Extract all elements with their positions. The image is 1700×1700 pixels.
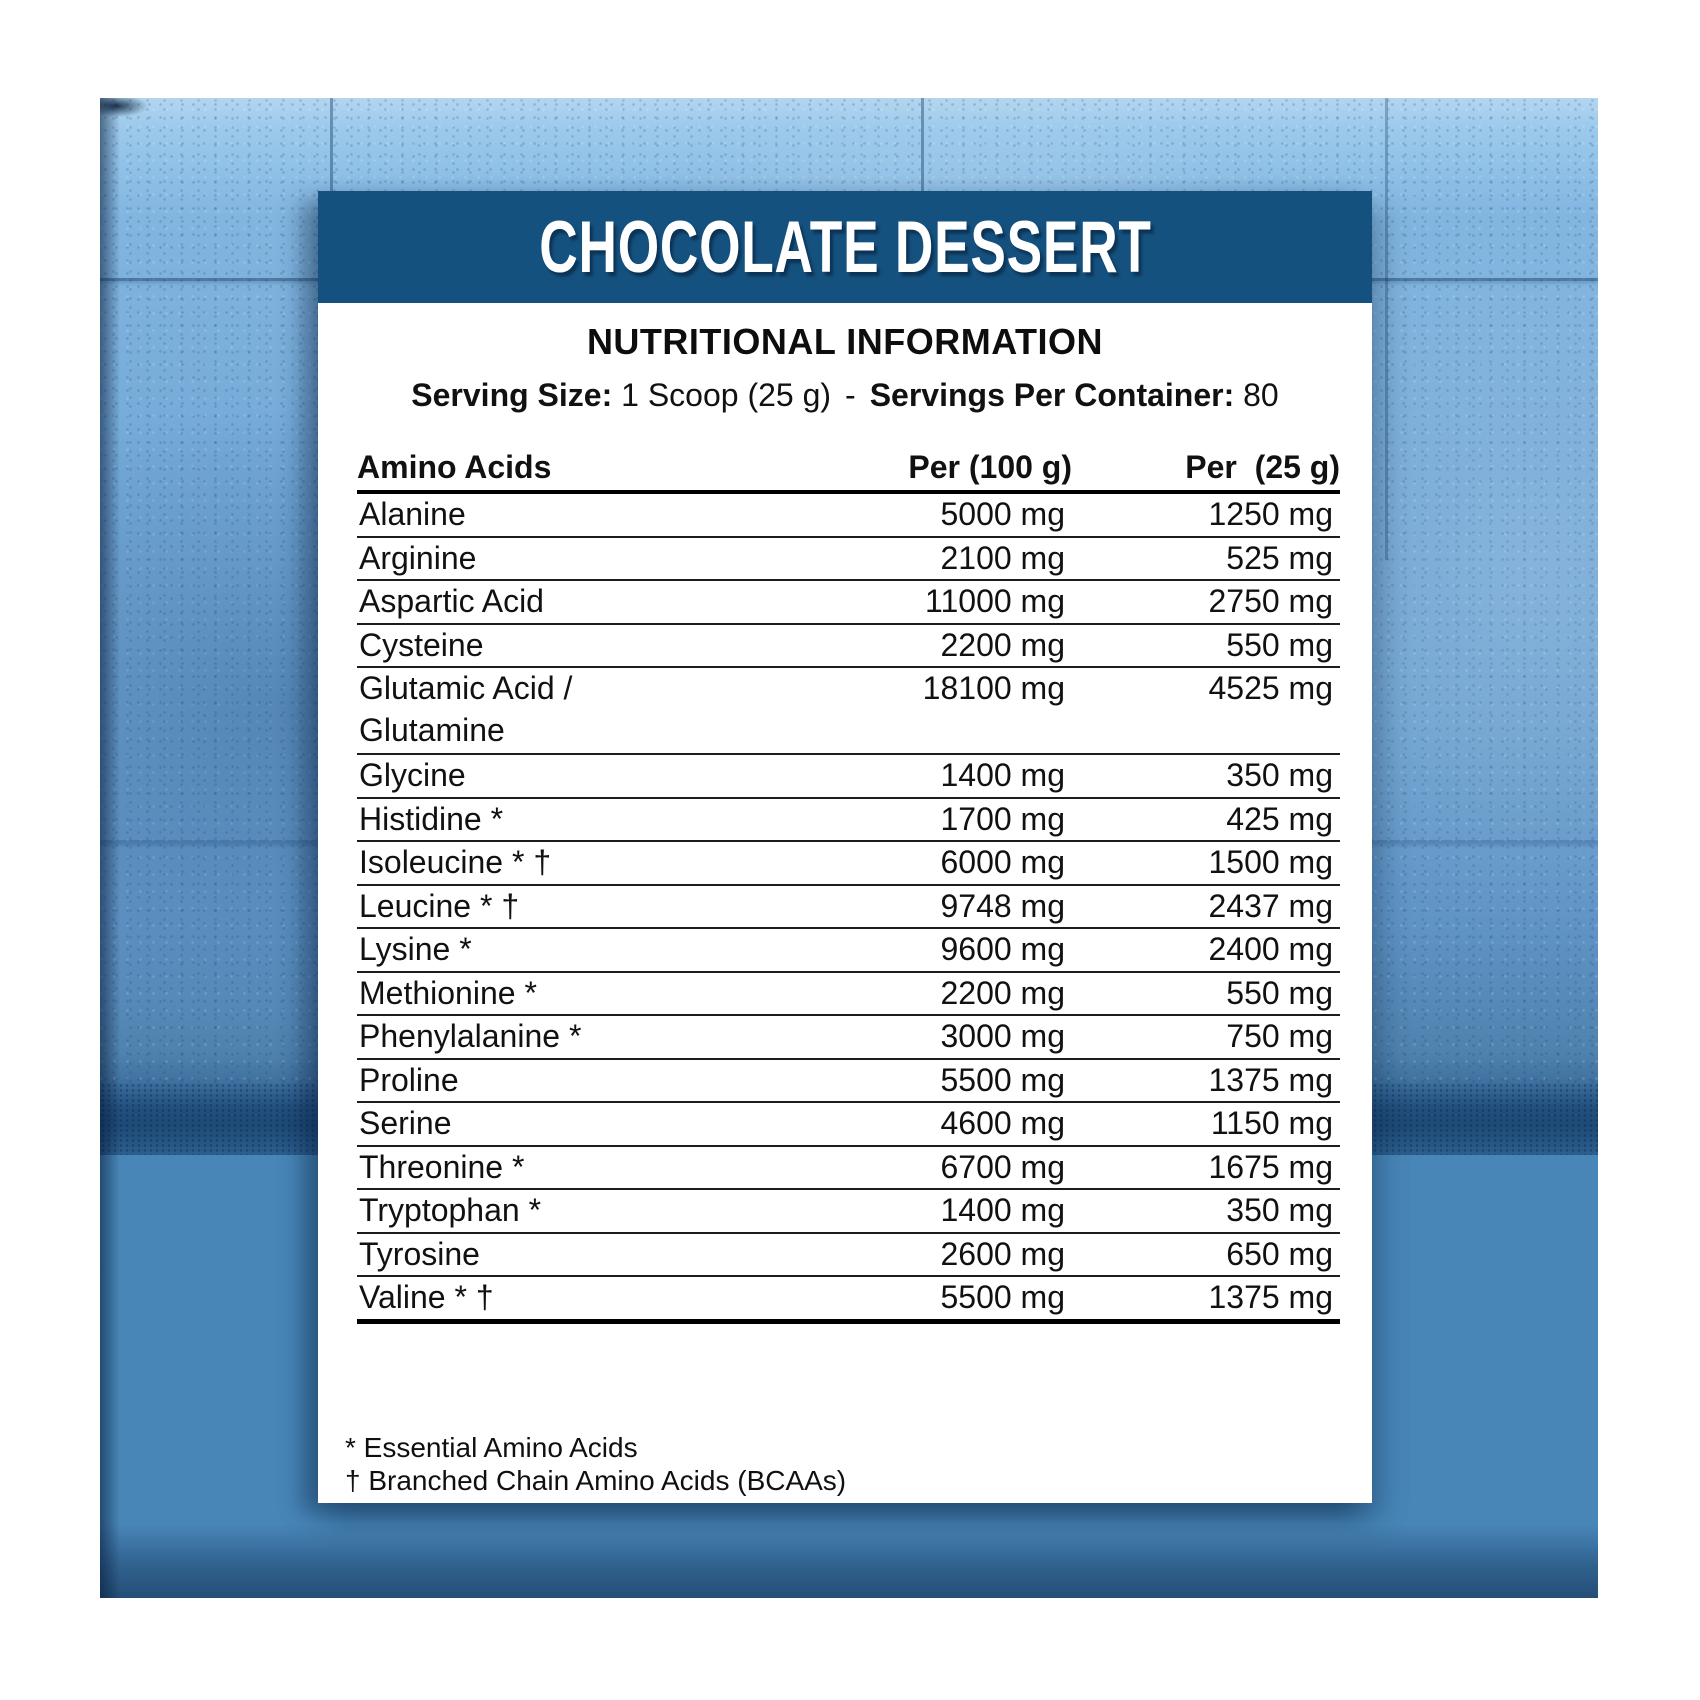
amino-acid-name: Leucine * † [359,887,520,924]
serving-size-value: 1 Scoop (25 g) [612,377,832,413]
table-row: Cysteine 2200 mg 550 mg [357,625,1340,668]
per-25g-value: 1375 mg [1208,1061,1333,1098]
per-25g-value: 1375 mg [1208,1279,1333,1316]
per-100g-value: 5500 mg [940,1279,1065,1316]
per-100g-value: 2200 mg [940,626,1065,663]
amino-acid-name: Proline [359,1061,459,1098]
amino-acid-name: Glycine [359,757,466,794]
per-100g-value: 4600 mg [940,1105,1065,1142]
column-header-per-25g: Per (25 g) [1185,449,1340,485]
amino-acid-name: Lysine * [359,931,472,968]
amino-acid-name: Valine * † [359,1279,494,1316]
per-25g-value: 525 mg [1226,539,1333,576]
wall-mortar-line [1385,98,1388,560]
per-25g-value: 350 mg [1226,1192,1333,1229]
table-row: Glutamic Acid / Glutamine 18100 mg 4525 m… [357,668,1340,755]
footnotes: * Essential Amino Acids † Branched Chain… [345,1431,846,1497]
amino-acid-name: Isoleucine * † [359,844,552,881]
table-row: Tryptophan * 1400 mg 350 mg [357,1190,1340,1234]
per-100g-value: 5000 mg [940,496,1065,533]
per-25g-value: 1150 mg [1210,1105,1333,1142]
table-row: Valine * † 5500 mg 1375 mg [357,1277,1340,1324]
per-25g-value: 425 mg [1226,800,1333,837]
per-25g-value: 1500 mg [1208,844,1333,881]
servings-per-container-value: 80 [1234,377,1279,413]
table-row: Aspartic Acid 11000 mg 2750 mg [357,581,1340,625]
per-100g-value: 6700 mg [940,1148,1065,1185]
servings-per-container-label: Servings Per Container: [869,377,1235,413]
column-header-amino-acids: Amino Acids [357,449,552,485]
table-row: Methionine * 2200 mg 550 mg [357,973,1340,1016]
section-title: NUTRITIONAL INFORMATION [586,321,1104,362]
amino-acid-name: Phenylalanine * [359,1018,582,1055]
per-100g-value: 2200 mg [940,974,1065,1011]
table-row: Glycine 1400 mg 350 mg [357,755,1340,799]
amino-acid-name: Tryptophan * [359,1192,542,1229]
per-25g-value: 650 mg [1226,1235,1333,1272]
amino-acid-name: Aspartic Acid [359,583,544,620]
amino-acid-name: Glutamic Acid / Glutamine [359,670,573,748]
separator-dash: - [845,377,856,413]
per-100g-value: 2600 mg [940,1235,1065,1272]
photo-edge-shadow [100,98,120,1598]
amino-acid-name: Arginine [359,539,477,576]
footnote-essential: * Essential Amino Acids [345,1432,638,1463]
per-25g-value: 2400 mg [1208,931,1333,968]
per-100g-value: 6000 mg [940,844,1065,881]
table-row: Tyrosine 2600 mg 650 mg [357,1234,1340,1277]
per-25g-value: 550 mg [1226,974,1333,1011]
table-body: Alanine 5000 mg 1250 mg Arginine 2100 mg… [357,494,1340,1324]
amino-acid-name: Cysteine [359,626,484,663]
table-row: Leucine * † 9748 mg 2437 mg [357,886,1340,929]
table-row: Lysine * 9600 mg 2400 mg [357,929,1340,973]
nutrition-label-card: CHOCOLATE DESSERT NUTRITIONAL INFORMATIO… [318,191,1372,1503]
per-25g-value: 750 mg [1226,1018,1333,1055]
flavor-title: CHOCOLATE DESSERT [538,206,1152,288]
per-100g-value: 9600 mg [940,931,1065,968]
per-25g-value: 550 mg [1226,626,1333,663]
per-100g-value: 9748 mg [940,887,1065,924]
per-100g-value: 5500 mg [940,1061,1065,1098]
table-row: Isoleucine * † 6000 mg 1500 mg [357,842,1340,886]
per-25g-value: 1675 mg [1208,1148,1333,1185]
per-100g-value: 1700 mg [940,800,1065,837]
floor-shadow [100,1524,1598,1598]
table-row: Histidine * 1700 mg 425 mg [357,799,1340,842]
per-100g-value: 11000 mg [925,583,1065,620]
table-row: Alanine 5000 mg 1250 mg [357,494,1340,538]
table-row: Serine 4600 mg 1150 mg [357,1103,1340,1147]
per-25g-value: 2437 mg [1208,887,1333,924]
amino-acid-name: Serine [359,1105,452,1142]
amino-acid-name: Threonine * [359,1148,525,1185]
per-25g-value: 350 mg [1226,757,1333,794]
amino-acid-table: Amino Acids Per (100 g) Per (25 g) Alani… [357,443,1340,1324]
serving-info-line: Serving Size: 1 Scoop (25 g) - Servings Pe… [318,377,1372,414]
wall-mortar-line [921,98,924,192]
table-row: Threonine * 6700 mg 1675 mg [357,1147,1340,1190]
per-100g-value: 1400 mg [940,757,1065,794]
table-row: Phenylalanine * 3000 mg 750 mg [357,1016,1340,1060]
per-100g-value: 3000 mg [940,1018,1065,1055]
per-100g-value: 1400 mg [940,1192,1065,1229]
per-100g-value: 2100 mg [940,539,1065,576]
amino-acid-name: Tyrosine [359,1235,480,1272]
per-100g-value: 18100 mg [922,670,1065,706]
per-25g-value: 4525 mg [1208,670,1333,706]
amino-acid-name: Histidine * [359,800,504,837]
amino-acid-name: Methionine * [359,974,537,1011]
column-header-per-100g: Per (100 g) [908,449,1072,485]
wall-mortar-line [330,98,333,192]
table-header-row: Amino Acids Per (100 g) Per (25 g) [357,443,1340,494]
table-row: Proline 5500 mg 1375 mg [357,1060,1340,1103]
footnote-bcaa: † Branched Chain Amino Acids (BCAAs) [345,1465,847,1496]
per-25g-value: 2750 mg [1208,583,1333,620]
flavor-header-band: CHOCOLATE DESSERT [318,191,1372,303]
amino-acid-name: Alanine [359,496,466,533]
serving-size-label: Serving Size: [411,377,613,413]
per-25g-value: 1250 mg [1208,496,1333,533]
table-row: Arginine 2100 mg 525 mg [357,538,1340,581]
